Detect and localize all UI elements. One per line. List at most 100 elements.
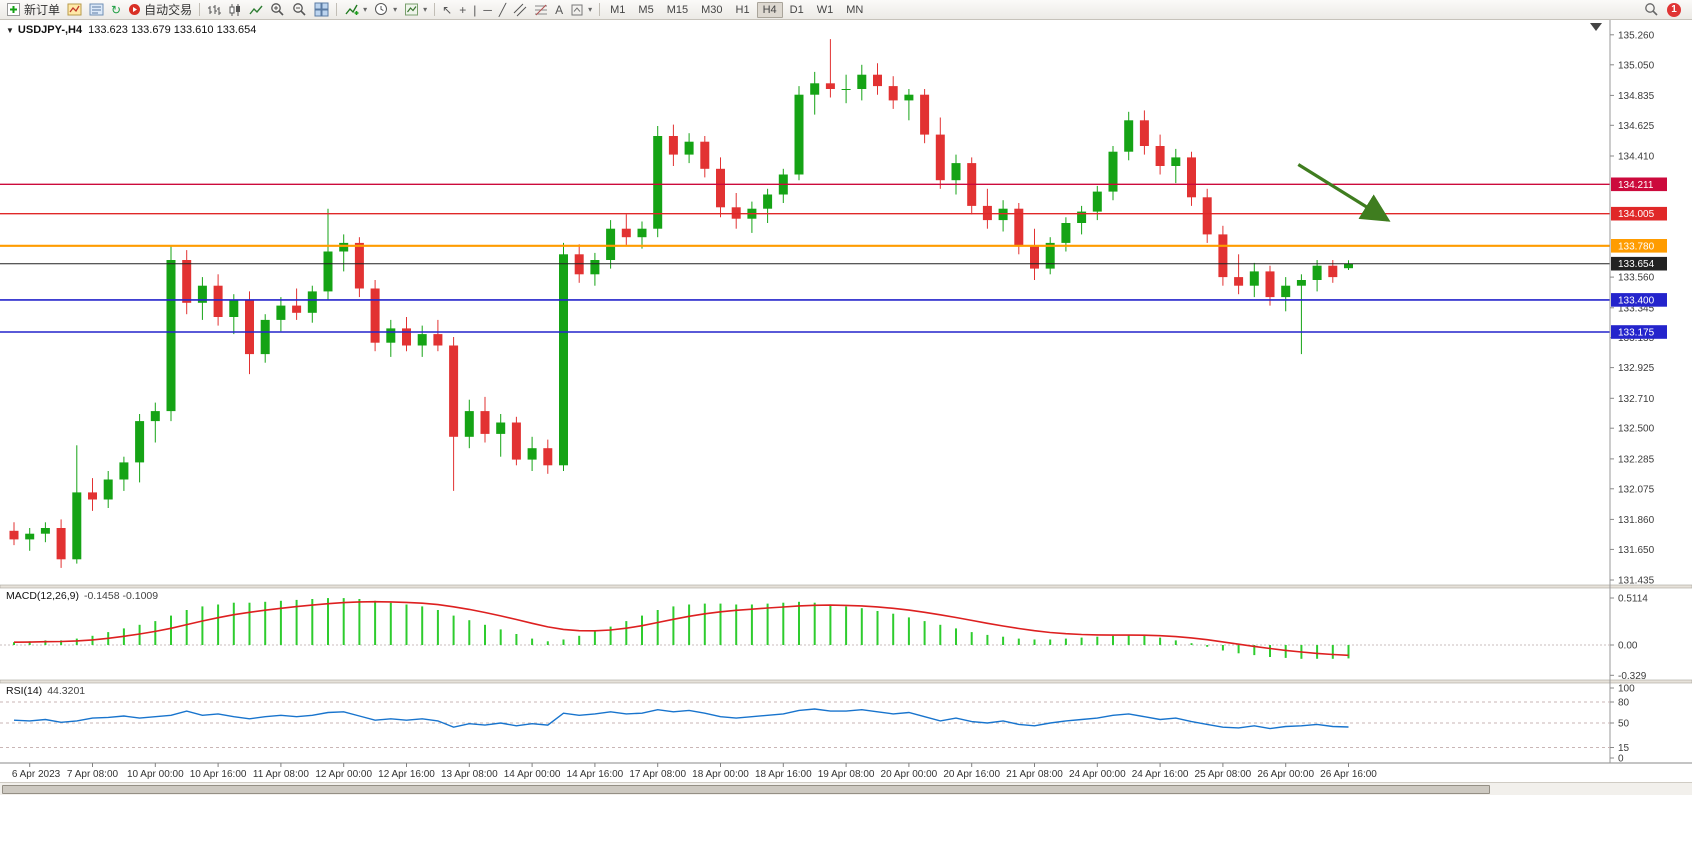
search-icon[interactable]	[1644, 2, 1659, 17]
horizontal-scrollbar-handle[interactable]	[2, 785, 1490, 794]
horizontal-scrollbar[interactable]	[0, 782, 1692, 795]
svg-text:132.925: 132.925	[1618, 363, 1655, 374]
data-window-icon	[89, 3, 104, 16]
arrows-tool-button[interactable]: ▾	[567, 1, 595, 19]
periods-button[interactable]: ▾	[371, 1, 400, 19]
bar-chart-icon	[208, 4, 222, 15]
price-lines-layer	[0, 183, 1610, 333]
horizontal-line-tool-button[interactable]: ─	[480, 1, 495, 19]
toolbar-separator	[599, 3, 601, 16]
toolbar-separator	[434, 3, 436, 16]
svg-text:0.00: 0.00	[1618, 641, 1638, 652]
bar-chart-button[interactable]	[204, 1, 224, 19]
svg-text:26 Apr 16:00: 26 Apr 16:00	[1320, 769, 1377, 780]
svg-text:-0.329: -0.329	[1618, 671, 1647, 682]
svg-text:132.075: 132.075	[1618, 484, 1655, 495]
tile-windows-icon	[314, 2, 329, 17]
new-order-icon	[7, 3, 20, 16]
svg-text:132.500: 132.500	[1618, 424, 1655, 435]
line-chart-icon	[249, 5, 263, 14]
timeframe-h1-button[interactable]: H1	[735, 3, 750, 16]
text-tool-icon: A	[555, 2, 564, 17]
timeframe-h4-button[interactable]: H4	[756, 1, 783, 18]
one-click-trading-arrow[interactable]: ▼	[6, 26, 14, 35]
svg-text:134.005: 134.005	[1618, 209, 1655, 220]
svg-text:25 Apr 08:00: 25 Apr 08:00	[1195, 769, 1252, 780]
timeframe-m30-button[interactable]: M30	[701, 3, 723, 16]
toolbar-right-group: 1	[1644, 2, 1689, 17]
rsi-name: RSI(14)	[6, 685, 43, 697]
line-chart-button[interactable]	[246, 1, 266, 19]
svg-text:0.5114: 0.5114	[1618, 594, 1648, 605]
auto-trading-button[interactable]: 自动交易	[125, 1, 195, 19]
svg-text:21 Apr 08:00: 21 Apr 08:00	[1006, 769, 1063, 780]
text-tool-button[interactable]: A	[552, 1, 566, 19]
trendline-tool-button[interactable]: ╱	[496, 1, 509, 19]
indicators-button[interactable]: ▾	[341, 1, 370, 19]
svg-text:20 Apr 00:00: 20 Apr 00:00	[881, 769, 938, 780]
timeframe-m1-button[interactable]: M1	[610, 3, 626, 16]
vertical-line-tool-button[interactable]: |	[470, 1, 479, 19]
candles-layer	[9, 39, 1353, 568]
ohlc-values: 133.623 133.679 133.610 133.654	[88, 24, 257, 36]
timeframe-d1-button[interactable]: D1	[789, 3, 804, 16]
timeframe-group: M1 M5 M15 M30 H1 H4 D1 W1 MN	[604, 1, 869, 18]
svg-text:131.435: 131.435	[1618, 576, 1655, 587]
svg-text:133.780: 133.780	[1618, 241, 1655, 252]
rsi-panel	[0, 701, 1610, 748]
timeframe-mn-button[interactable]: MN	[846, 3, 864, 16]
svg-text:11 Apr 08:00: 11 Apr 08:00	[253, 769, 309, 780]
fibonacci-icon	[535, 4, 548, 15]
channel-tool-button[interactable]	[510, 1, 530, 19]
macd-panel-splitter[interactable]	[0, 584, 1692, 589]
candlestick-chart-button[interactable]	[225, 1, 245, 19]
rsi-indicator-label: RSI(14) 44.3201	[6, 685, 85, 697]
svg-text:133.345: 133.345	[1618, 303, 1655, 314]
svg-text:12 Apr 00:00: 12 Apr 00:00	[315, 769, 372, 780]
trend-arrow-object	[1297, 163, 1391, 222]
refresh-button[interactable]: ↻	[108, 1, 124, 19]
market-watch-button[interactable]	[64, 1, 85, 19]
horizontal-line-icon: ─	[483, 2, 492, 17]
svg-text:6 Apr 2023: 6 Apr 2023	[12, 769, 61, 780]
indicators-icon	[345, 4, 359, 15]
svg-text:26 Apr 00:00: 26 Apr 00:00	[1257, 769, 1314, 780]
macd-name: MACD(12,26,9)	[6, 590, 79, 602]
notification-count: 1	[1671, 4, 1677, 15]
svg-text:132.285: 132.285	[1618, 454, 1655, 465]
notification-badge[interactable]: 1	[1667, 2, 1681, 17]
cursor-tool-button[interactable]: ↖	[439, 1, 455, 19]
timeframe-m5-button[interactable]: M5	[638, 3, 654, 16]
crosshair-icon: +	[459, 2, 467, 17]
chart-title: ▼ USDJPY-,H4 133.623 133.679 133.610 133.6…	[6, 24, 256, 36]
indicators-caret: ▾	[363, 5, 368, 14]
svg-text:24 Apr 16:00: 24 Apr 16:00	[1132, 769, 1189, 780]
fibonacci-tool-button[interactable]	[531, 1, 551, 19]
timeframe-w1-button[interactable]: W1	[816, 3, 834, 16]
candlestick-chart-icon	[229, 3, 241, 16]
templates-caret: ▾	[423, 5, 428, 14]
vertical-line-icon: |	[473, 2, 477, 17]
chart-window: 135.260 135.050 134.835 134.625 134.410 133.5…	[0, 20, 1692, 849]
timeframe-m15-button[interactable]: M15	[666, 3, 689, 16]
templates-button[interactable]: ▾	[401, 1, 430, 19]
templates-icon	[405, 3, 419, 16]
zoom-in-button[interactable]	[267, 1, 288, 19]
new-order-button[interactable]: 新订单	[3, 1, 63, 19]
tile-windows-button[interactable]	[311, 1, 332, 19]
periods-caret: ▾	[393, 5, 398, 14]
arrows-tool-icon	[571, 4, 583, 15]
svg-text:18 Apr 16:00: 18 Apr 16:00	[755, 769, 812, 780]
svg-text:134.410: 134.410	[1618, 152, 1655, 163]
svg-text:12 Apr 16:00: 12 Apr 16:00	[378, 769, 435, 780]
svg-text:80: 80	[1618, 698, 1630, 709]
macd-indicator-label: MACD(12,26,9) -0.1458 -0.1009	[6, 590, 158, 602]
svg-text:10 Apr 16:00: 10 Apr 16:00	[190, 769, 247, 780]
svg-text:19 Apr 08:00: 19 Apr 08:00	[818, 769, 875, 780]
time-axis: 6 Apr 2023 7 Apr 08:00 10 Apr 00:00 10 Apr …	[12, 763, 1377, 780]
rsi-panel-splitter[interactable]	[0, 679, 1692, 684]
zoom-out-button[interactable]	[289, 1, 310, 19]
crosshair-tool-button[interactable]: +	[456, 1, 469, 19]
data-window-button[interactable]	[86, 1, 107, 19]
macd-panel	[0, 598, 1610, 659]
